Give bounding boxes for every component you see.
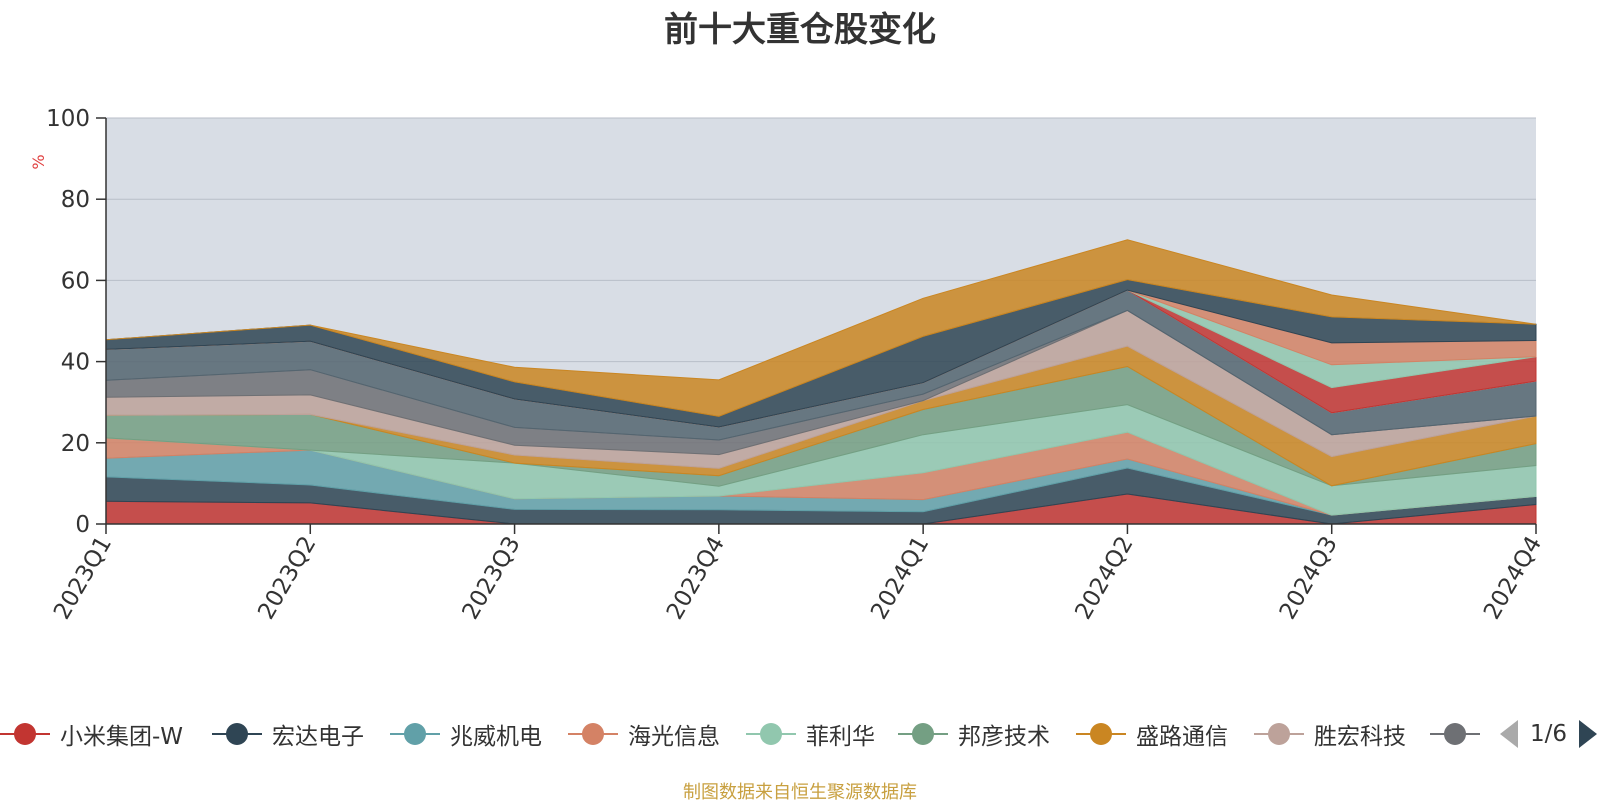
legend-label: 邦彦技术 <box>958 724 1050 750</box>
legend-item[interactable]: 胜宏科技 <box>1254 716 1406 752</box>
legend-item[interactable]: 邦彦技术 <box>898 716 1050 752</box>
legend-item[interactable]: 盛路通信 <box>1076 716 1228 752</box>
legend-marker-icon <box>0 716 50 752</box>
series-area-15[interactable] <box>105 239 1537 417</box>
x-tick-label: 2023Q4 <box>662 532 730 624</box>
legend-marker-icon <box>212 716 262 752</box>
x-tick-label: 2024Q4 <box>1479 532 1547 624</box>
y-tick-label: 80 <box>61 187 90 213</box>
y-tick-label: 40 <box>61 350 90 376</box>
y-tick-label: 100 <box>46 106 90 132</box>
legend-marker-icon <box>746 716 796 752</box>
legend-dot-icon <box>1268 723 1290 745</box>
legend-label: 兆威机电 <box>450 724 542 750</box>
x-tick-label: 2023Q1 <box>49 532 117 624</box>
legend-dot-icon <box>912 723 934 745</box>
legend: 小米集团-W 宏达电子 兆威机电 海光信息 菲利华 邦彦技术 盛路通信 胜宏科技 <box>0 716 1600 752</box>
legend-dot-icon <box>1444 723 1466 745</box>
x-tick-label: 2024Q1 <box>866 532 934 624</box>
legend-marker-icon <box>1076 716 1126 752</box>
y-tick-label: 0 <box>75 512 90 538</box>
legend-item[interactable]: 海光信息 <box>568 716 720 752</box>
source-note: 制图数据来自恒生聚源数据库 <box>683 782 917 803</box>
x-tick-label: 2023Q3 <box>458 532 526 624</box>
legend-marker-icon <box>1254 716 1304 752</box>
legend-dot-icon <box>404 723 426 745</box>
legend-item[interactable]: 兆威机电 <box>390 716 542 752</box>
legend-label: 菲利华 <box>806 724 875 750</box>
legend-dot-icon <box>226 723 248 745</box>
legend-dot-icon <box>760 723 782 745</box>
legend-item[interactable]: 小米集团-W <box>0 716 183 752</box>
legend-pager: 1/6 <box>1500 716 1598 752</box>
legend-label: 胜宏科技 <box>1314 724 1406 750</box>
legend-dot-icon <box>14 723 36 745</box>
legend-label: 宏达电子 <box>272 724 364 750</box>
legend-next-icon[interactable] <box>1579 720 1598 748</box>
chart-title: 前十大重仓股变化 <box>664 10 936 50</box>
y-tick-label: 60 <box>61 268 90 294</box>
legend-marker-icon <box>1430 716 1480 752</box>
legend-label: 海光信息 <box>628 724 720 750</box>
legend-marker-icon <box>898 716 948 752</box>
legend-item[interactable]: 宏达电子 <box>212 716 364 752</box>
legend-marker-icon <box>568 716 618 752</box>
legend-item[interactable] <box>1430 716 1480 752</box>
legend-dot-icon <box>1090 723 1112 745</box>
legend-dot-icon <box>582 723 604 745</box>
x-tick-label: 2024Q2 <box>1070 532 1138 624</box>
legend-item[interactable]: 菲利华 <box>746 716 875 752</box>
x-tick-label: 2023Q2 <box>253 532 321 624</box>
legend-label: 小米集团-W <box>60 724 184 750</box>
y-axis-label: % <box>29 154 48 169</box>
legend-page-indicator: 1/6 <box>1530 721 1568 747</box>
legend-marker-icon <box>390 716 440 752</box>
x-tick-label: 2024Q3 <box>1275 532 1343 624</box>
series-areas[interactable] <box>105 239 1537 525</box>
legend-label: 盛路通信 <box>1136 724 1228 750</box>
y-tick-label: 20 <box>61 431 90 457</box>
legend-prev-icon[interactable] <box>1500 720 1518 748</box>
